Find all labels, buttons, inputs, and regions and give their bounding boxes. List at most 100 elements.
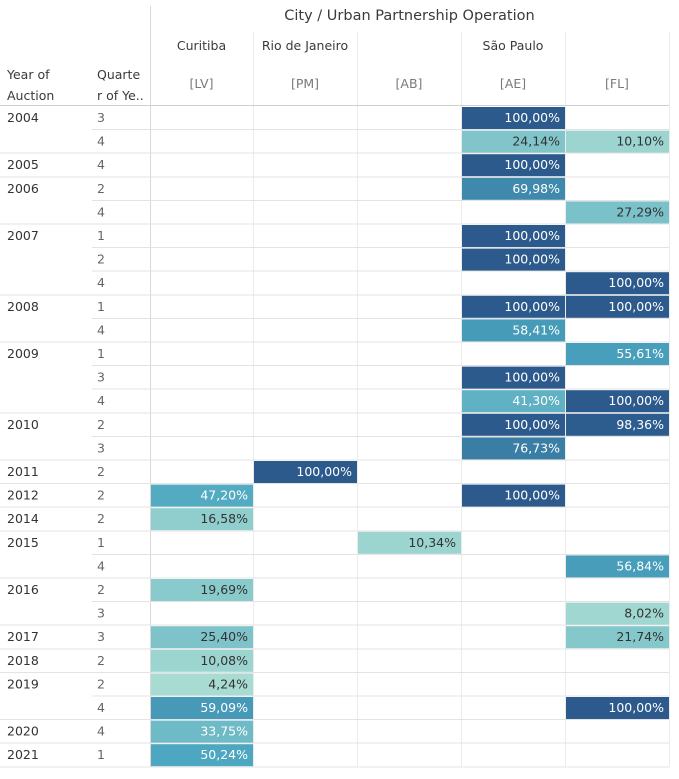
cell-value-label: 100,00% bbox=[504, 417, 560, 432]
row-label-year: 2010 bbox=[7, 417, 39, 432]
cell-value-label: 100,00% bbox=[504, 110, 560, 125]
row-label-quarter: 3 bbox=[97, 440, 105, 455]
row-label-quarter: 4 bbox=[97, 204, 105, 219]
cell-value-label: 100,00% bbox=[504, 252, 560, 267]
cell-value-label: 24,14% bbox=[512, 134, 560, 149]
heatmap-cell bbox=[151, 697, 253, 719]
row-header-year-of-auction: Year of Auction bbox=[7, 67, 55, 103]
cell-value-label: 100,00% bbox=[608, 393, 664, 408]
cell-value-label: 33,75% bbox=[200, 724, 248, 739]
heatmap-cell bbox=[151, 484, 253, 507]
heatmap-cell bbox=[151, 626, 253, 649]
cell-value-label: 59,09% bbox=[200, 700, 248, 715]
column-header-ab: [AB] bbox=[395, 76, 423, 91]
cell-value-label: 21,74% bbox=[616, 629, 664, 644]
cell-value-label: 100,00% bbox=[608, 700, 664, 715]
column-header-ae: [AE] bbox=[499, 76, 527, 91]
cell-value-label: 16,58% bbox=[200, 511, 248, 526]
row-label-quarter: 1 bbox=[97, 346, 105, 361]
row-label-quarter: 2 bbox=[97, 181, 105, 196]
column-header-fl: [FL] bbox=[605, 76, 629, 91]
row-label-quarter: 4 bbox=[97, 275, 105, 290]
row-header-quarter-of-year: Quarte r of Ye.. bbox=[97, 67, 144, 103]
row-label-quarter: 1 bbox=[97, 228, 105, 243]
row-label-quarter: 2 bbox=[97, 252, 105, 267]
cell-value-label: 100,00% bbox=[504, 228, 560, 243]
heatmap-cell bbox=[462, 484, 565, 507]
row-label-quarter: 2 bbox=[97, 511, 105, 526]
heatmap-cell bbox=[462, 107, 565, 129]
row-label-quarter: 2 bbox=[97, 488, 105, 503]
heatmap-cell bbox=[566, 272, 669, 295]
cell-value-label: 56,84% bbox=[616, 558, 664, 573]
row-label-quarter: 4 bbox=[97, 558, 105, 573]
city-header-sao-paulo: São Paulo bbox=[482, 38, 544, 53]
cell-value-label: 50,24% bbox=[200, 747, 248, 762]
row-label-quarter: 3 bbox=[97, 606, 105, 621]
gridlines bbox=[0, 6, 670, 768]
heatmap-cell bbox=[566, 130, 669, 153]
heatmap-cell bbox=[462, 319, 565, 342]
heatmap-cell bbox=[566, 390, 669, 413]
heatmap-cell bbox=[462, 413, 565, 436]
heatmap-cell bbox=[566, 343, 669, 365]
row-label-quarter: 4 bbox=[97, 157, 105, 172]
cell-value-label: 100,00% bbox=[504, 299, 560, 314]
row-label-year: 2020 bbox=[7, 724, 39, 739]
row-label-year: 2017 bbox=[7, 629, 39, 644]
heatmap-cell bbox=[462, 390, 565, 413]
cell-value-label: 41,30% bbox=[512, 393, 560, 408]
row-label-year: 2014 bbox=[7, 511, 39, 526]
row-label-year: 2005 bbox=[7, 157, 39, 172]
cell-value-label: 47,20% bbox=[200, 488, 248, 503]
row-label-year: 2004 bbox=[7, 110, 39, 125]
cell-value-label: 25,40% bbox=[200, 629, 248, 644]
row-label-year: 2008 bbox=[7, 299, 39, 314]
heatmap-cell bbox=[462, 154, 565, 177]
heatmap-cells: 100,00% 24,14% 10,10% 100,00% 69,98% 27,29% 10… bbox=[151, 107, 669, 767]
heatmap-cell bbox=[566, 626, 669, 649]
cell-value-label: 100,00% bbox=[296, 464, 352, 479]
heatmap-cell bbox=[462, 177, 565, 200]
cell-value-label: 69,98% bbox=[512, 181, 560, 196]
row-label-quarter: 1 bbox=[97, 535, 105, 550]
row-label-quarter: 3 bbox=[97, 370, 105, 385]
heatmap-cell bbox=[566, 201, 669, 224]
chart-title: City / Urban Partnership Operation bbox=[284, 8, 535, 24]
city-header-curitiba: Curitiba bbox=[176, 38, 227, 53]
row-label-quarter: 3 bbox=[97, 629, 105, 644]
heatmap-cell bbox=[151, 673, 253, 696]
row-label-quarter: 4 bbox=[97, 724, 105, 739]
heatmap-cell bbox=[151, 579, 253, 601]
row-label-quarter: 4 bbox=[97, 322, 105, 337]
row-label-year: 2011 bbox=[7, 464, 39, 479]
cell-value-label: 100,00% bbox=[504, 488, 560, 503]
row-label-year: 2021 bbox=[7, 747, 39, 762]
heatmap-cell bbox=[462, 225, 565, 247]
row-label-quarter: 4 bbox=[97, 393, 105, 408]
column-header-lv: [LV] bbox=[189, 76, 214, 91]
cell-value-label: 76,73% bbox=[512, 440, 560, 455]
cell-value-label: 98,36% bbox=[616, 417, 664, 432]
cell-value-label: 8,02% bbox=[624, 606, 664, 621]
heatmap-cell bbox=[462, 295, 565, 318]
heatmap-cell bbox=[462, 130, 565, 153]
row-label-year: 2007 bbox=[7, 228, 39, 243]
cell-value-label: 100,00% bbox=[504, 370, 560, 385]
row-label-quarter: 4 bbox=[97, 134, 105, 149]
row-label-quarter: 2 bbox=[97, 676, 105, 691]
cell-value-label: 10,08% bbox=[200, 653, 248, 668]
cell-value-label: 10,34% bbox=[408, 535, 456, 550]
row-label-quarter: 2 bbox=[97, 417, 105, 432]
cell-value-label: 100,00% bbox=[608, 275, 664, 290]
cell-value-label: 27,29% bbox=[616, 204, 664, 219]
row-label-year: 2006 bbox=[7, 181, 39, 196]
city-header-rio-de-janeiro: Rio de Janeiro bbox=[261, 38, 349, 53]
heatmap-cell bbox=[358, 531, 461, 554]
heatmap-cell bbox=[254, 461, 357, 483]
cell-value-label: 4,24% bbox=[208, 676, 248, 691]
row-label-year: 2009 bbox=[7, 346, 39, 361]
row-labels: 2004 3 4 2005 4 2006 2 4 2007 1 2 4 2008 1 4 2009 1 3 4 201… bbox=[7, 110, 105, 762]
heatmap-cell bbox=[462, 366, 565, 389]
cell-value-label: 10,10% bbox=[616, 134, 664, 149]
